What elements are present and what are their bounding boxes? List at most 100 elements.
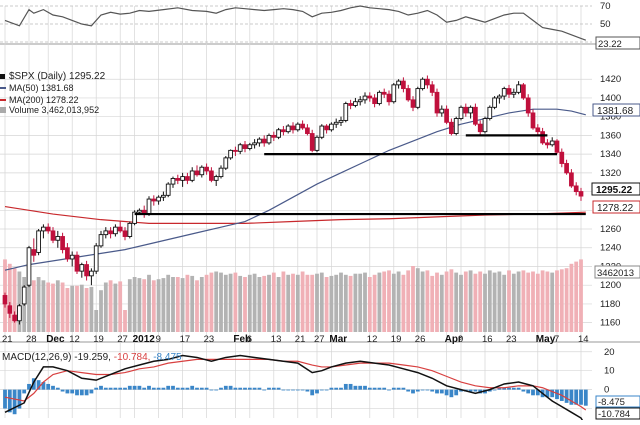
macd-label-hist: -8.475 [153, 352, 182, 363]
candle-body [242, 144, 248, 149]
volume-bar [185, 274, 190, 332]
legend-ma200: MA(200) 1278.22 [9, 95, 79, 105]
macd-histogram-bar [238, 387, 243, 390]
candle-body [69, 254, 75, 260]
candle-body [549, 140, 555, 146]
candle-body [521, 84, 526, 99]
macd-histogram-bar [291, 389, 295, 391]
volume-bar [300, 271, 305, 332]
x-tick-label: 27 [117, 334, 128, 345]
volume-bar [75, 285, 79, 332]
candle-body [261, 138, 267, 144]
volume-bar [401, 274, 406, 332]
volume-bar [411, 266, 415, 332]
candle-body [362, 95, 368, 101]
candle-body [31, 249, 37, 256]
macd-histogram-bar [60, 389, 65, 392]
macd-histogram-bar [459, 389, 463, 392]
volume-bar [99, 290, 103, 332]
volume-bar [84, 288, 89, 332]
candle-body [189, 170, 195, 181]
macd-histogram-bar [204, 387, 209, 390]
macd-hist-tag: -8.475 [598, 397, 625, 408]
volume-bar [137, 278, 142, 332]
macd-histogram-bar [22, 389, 27, 394]
macd-histogram-bar [329, 387, 334, 390]
x-tick-label: Apr [445, 334, 462, 345]
macd-histogram-bar [454, 389, 459, 396]
candle-body [333, 121, 339, 125]
candle-body [458, 106, 464, 120]
candle-body [506, 88, 512, 95]
macd-histogram-bar [243, 387, 247, 390]
candle-body [7, 305, 13, 314]
candle-body [204, 166, 209, 172]
candle-body [405, 88, 411, 101]
macd-histogram-bar [435, 389, 439, 394]
volume-bar [113, 283, 118, 332]
macd-histogram-bar [574, 389, 579, 405]
x-tick-label: 19 [93, 334, 104, 345]
candle-body [439, 108, 445, 114]
x-tick-label: 21 [295, 334, 306, 345]
volume-bar [387, 270, 391, 332]
volume-bar [531, 271, 535, 332]
candle-body [559, 151, 565, 164]
macd-histogram-bar [65, 389, 70, 394]
macd-histogram-bar [127, 385, 132, 390]
volume-bar [17, 271, 22, 332]
volume-bar [521, 270, 526, 332]
volume-bar [180, 278, 185, 332]
x-tick-label: 26 [415, 334, 426, 345]
volume-bar [276, 277, 281, 332]
macd-histogram-bar [492, 389, 497, 391]
volume-bar [358, 273, 363, 332]
macd-histogram-bar [372, 387, 377, 390]
macd-tick-label: 20 [604, 347, 615, 358]
candle-body [434, 91, 440, 114]
macd-histogram-bar [12, 389, 17, 415]
candle-body [473, 106, 478, 125]
macd-histogram-bar [444, 389, 449, 396]
macd-histogram-bar [199, 387, 204, 390]
macd-histogram-bar [219, 387, 223, 390]
volume-bar [353, 273, 358, 332]
support-lines [134, 134, 586, 216]
volume-bar [132, 277, 137, 332]
macd-histogram-bar [511, 387, 516, 390]
candle-body [93, 245, 99, 272]
candle-body [391, 84, 397, 103]
macd-histogram-bar [521, 389, 526, 392]
volume-bar [315, 273, 319, 332]
candle-body [343, 103, 349, 121]
volume-bar [511, 273, 516, 332]
macd-histogram-bar [334, 387, 339, 390]
candle-body [281, 129, 286, 133]
candle-body [492, 97, 497, 108]
volume-bar [89, 286, 94, 332]
macd-histogram-bar [315, 389, 319, 394]
candle-body [314, 136, 320, 151]
volume-bar [70, 285, 75, 332]
candle-body [540, 131, 545, 144]
candle-body [564, 163, 569, 174]
volume-bar [27, 279, 31, 332]
macd-histogram-bar [449, 389, 454, 398]
price-tick-label: 1420 [600, 74, 621, 85]
volume-bar [247, 274, 252, 332]
macd-histogram-bar [468, 389, 473, 392]
volume-bar [46, 282, 51, 332]
macd-histogram-bar [123, 387, 127, 390]
candle-body [324, 125, 329, 131]
macd-histogram-bar [305, 389, 310, 392]
macd-histogram-bar [295, 389, 300, 391]
candle-body [113, 226, 118, 235]
macd-hist-tag-box [595, 395, 640, 408]
volume-bar [449, 269, 454, 332]
candle-body [218, 167, 224, 178]
candle-body [127, 222, 133, 237]
macd-line [4, 354, 587, 425]
candle-body [511, 91, 517, 95]
macd-signal-tag: -10.784 [598, 409, 630, 420]
candle-body [482, 118, 488, 133]
